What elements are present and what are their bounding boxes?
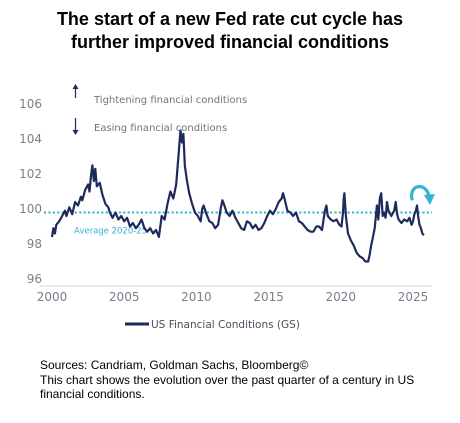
- description-line: This chart shows the evolution over the …: [40, 372, 415, 402]
- x-tick-label: 2010: [181, 290, 212, 304]
- sources-line: Sources: Candriam, Goldman Sachs, Bloomb…: [40, 358, 309, 372]
- chart-title-line-1: The start of a new Fed rate cut cycle ha…: [56, 9, 404, 29]
- legend-label: US Financial Conditions (GS): [151, 319, 300, 331]
- y-tick-label: 96: [27, 272, 42, 286]
- x-tick-label: 2020: [326, 290, 357, 304]
- sources-note: Sources: Candriam, Goldman Sachs, Bloomb…: [40, 358, 455, 402]
- x-tick-label: 2025: [398, 290, 429, 304]
- y-axis: 96 98 100 102 104 106: [19, 97, 42, 286]
- chart-title: The start of a new Fed rate cut cycle ha…: [0, 8, 460, 54]
- x-axis: 2000 2005 2010 2015 2020 2025: [37, 285, 432, 304]
- average-label: Average 2020-25: [74, 227, 147, 237]
- x-tick-label: 2000: [37, 290, 68, 304]
- easing-arrow-icon: [72, 118, 79, 135]
- chart-title-line-2: further improved financial conditions: [70, 32, 390, 52]
- y-tick-label: 98: [27, 237, 42, 251]
- y-tick-label: 104: [19, 132, 42, 146]
- y-tick-label: 102: [19, 167, 42, 181]
- y-tick-label: 106: [19, 97, 42, 111]
- curved-arrow-icon: [410, 185, 435, 205]
- tightening-label: Tightening financial conditions: [93, 95, 247, 106]
- legend: US Financial Conditions (GS): [125, 319, 300, 331]
- x-tick-label: 2015: [253, 290, 284, 304]
- x-tick-label: 2005: [109, 290, 140, 304]
- easing-label: Easing financial conditions: [94, 123, 227, 134]
- financial-conditions-chart: 96 98 100 102 104 106 2000 2005 2010 2015 2020 202…: [19, 84, 435, 331]
- y-tick-label: 100: [19, 202, 42, 216]
- series-line: [50, 129, 425, 263]
- tightening-arrow-icon: [72, 84, 79, 98]
